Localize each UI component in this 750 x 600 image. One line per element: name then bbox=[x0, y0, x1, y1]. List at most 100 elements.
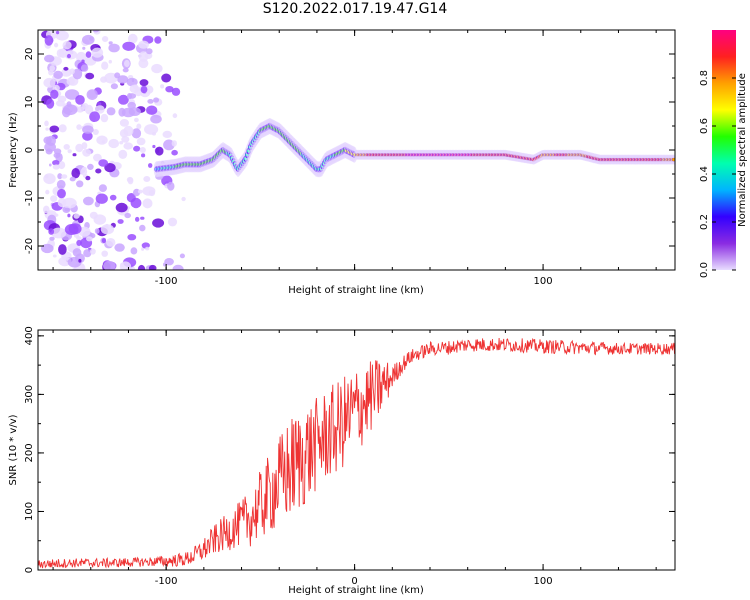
noise-blob bbox=[142, 198, 153, 209]
noise-blob bbox=[128, 107, 141, 116]
noise-blob bbox=[143, 176, 151, 182]
noise-blob bbox=[161, 73, 172, 83]
noise-blob bbox=[67, 149, 72, 154]
noise-blob bbox=[80, 167, 88, 176]
noise-blob bbox=[57, 173, 63, 180]
noise-blob bbox=[43, 77, 56, 88]
snr-x-axis-label: Height of straight line (km) bbox=[288, 585, 424, 596]
spectrogram-marks bbox=[41, 30, 675, 270]
noise-blob bbox=[98, 159, 109, 167]
noise-blob bbox=[85, 104, 94, 115]
noise-blob bbox=[58, 244, 67, 255]
noise-blob bbox=[82, 46, 86, 50]
y-tick-label: 400 bbox=[24, 326, 35, 345]
noise-blob bbox=[62, 104, 78, 116]
noise-blob bbox=[101, 61, 109, 70]
noise-blob bbox=[92, 30, 100, 33]
noise-blob bbox=[118, 94, 129, 105]
noise-blob bbox=[62, 197, 77, 209]
colorbar-tick-label: 0.4 bbox=[699, 166, 710, 182]
noise-blob bbox=[67, 256, 82, 268]
noise-blob bbox=[83, 196, 94, 206]
colorbar-ticks: 0.0 0.2 0.4 0.6 0.8 bbox=[699, 70, 736, 278]
noise-blob bbox=[72, 68, 83, 80]
noise-blob bbox=[171, 140, 177, 147]
noise-blob bbox=[94, 105, 105, 114]
noise-blob bbox=[91, 47, 104, 58]
noise-blob bbox=[75, 143, 84, 153]
noise-blob bbox=[92, 129, 99, 135]
noise-blob bbox=[128, 33, 138, 44]
noise-blob bbox=[58, 161, 66, 170]
noise-blob bbox=[64, 224, 79, 235]
noise-blob bbox=[81, 59, 85, 63]
x-tick-label: -100 bbox=[155, 276, 178, 287]
noise-blob bbox=[96, 135, 108, 145]
noise-blob bbox=[114, 72, 121, 79]
noise-blob bbox=[179, 253, 185, 259]
noise-blob bbox=[100, 224, 115, 235]
noise-blob bbox=[64, 89, 80, 100]
noise-blob bbox=[108, 59, 113, 64]
noise-blob bbox=[63, 66, 69, 71]
noise-blob bbox=[115, 202, 128, 213]
noise-blob bbox=[85, 175, 91, 181]
noise-blob bbox=[72, 153, 77, 157]
noise-blob bbox=[119, 261, 132, 270]
noise-blob bbox=[130, 266, 136, 270]
noise-blob bbox=[106, 238, 116, 247]
noise-blob bbox=[136, 137, 146, 146]
noise-blob bbox=[152, 218, 165, 228]
noise-blob bbox=[69, 176, 76, 182]
noise-blob bbox=[90, 248, 96, 255]
noise-blob bbox=[49, 125, 60, 133]
noise-blob bbox=[144, 124, 159, 135]
noise-blob bbox=[44, 35, 54, 46]
noise-blob bbox=[141, 247, 145, 251]
y-tick-label: 300 bbox=[24, 385, 35, 404]
noise-blob bbox=[138, 40, 150, 49]
noise-blob bbox=[171, 87, 181, 96]
snr-frame bbox=[37, 329, 676, 571]
noise-blob bbox=[129, 84, 140, 94]
noise-blob bbox=[122, 67, 129, 73]
noise-blob bbox=[172, 113, 178, 119]
noise-blob bbox=[104, 163, 116, 173]
colorbar: 0.0 0.2 0.4 0.6 0.8 Normalized spectral ampl… bbox=[699, 30, 748, 278]
noise-blob bbox=[110, 83, 118, 90]
noise-blob bbox=[147, 99, 154, 104]
noise-blob bbox=[101, 250, 108, 257]
noise-blob bbox=[80, 263, 85, 269]
noise-blob bbox=[82, 125, 94, 134]
noise-blob bbox=[167, 217, 178, 227]
noise-blob bbox=[46, 98, 55, 109]
y-tick-label: 20 bbox=[24, 48, 35, 61]
noise-blob bbox=[97, 102, 102, 106]
y-tick-label: 200 bbox=[24, 443, 35, 462]
noise-blob bbox=[119, 141, 124, 145]
noise-blob bbox=[108, 43, 120, 53]
noise-blob bbox=[57, 188, 66, 199]
noise-blob bbox=[48, 228, 55, 235]
colorbar-gradient bbox=[712, 30, 736, 270]
ridge-core bbox=[672, 158, 675, 162]
noise-blob bbox=[150, 114, 162, 124]
noise-blob bbox=[52, 164, 60, 170]
noise-blob bbox=[124, 59, 130, 68]
spectrogram-x-axis-label: Height of straight line (km) bbox=[288, 285, 424, 296]
noise-blob bbox=[85, 72, 95, 80]
noise-blob bbox=[127, 234, 137, 241]
noise-blob bbox=[130, 247, 138, 255]
noise-blob bbox=[127, 101, 136, 109]
noise-blob bbox=[89, 111, 100, 122]
noise-blob bbox=[154, 36, 162, 44]
noise-blob bbox=[61, 174, 68, 179]
noise-blob bbox=[61, 68, 72, 77]
noise-blob bbox=[146, 48, 153, 55]
noise-blob bbox=[109, 194, 117, 201]
noise-blob bbox=[50, 89, 59, 100]
y-tick-label: -20 bbox=[24, 238, 35, 254]
noise-blob bbox=[106, 107, 116, 116]
noise-blob bbox=[160, 84, 165, 89]
noise-blob bbox=[94, 228, 100, 234]
